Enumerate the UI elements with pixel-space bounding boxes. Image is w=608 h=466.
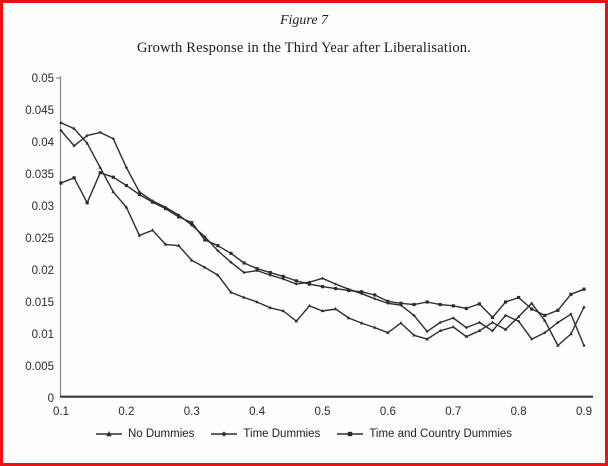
y-tick-label: 0.03: [32, 201, 54, 213]
x-tick-label: 0.2: [118, 406, 134, 418]
series-no-dummies: [59, 120, 586, 347]
x-tick-label: 0.6: [380, 406, 396, 418]
legend-item-no-dummies: No Dummies: [95, 428, 195, 440]
x-axis-tick-labels: 0.1 0.2 0.3 0.4 0.5 0.6 0.7 0.8 0.9: [53, 406, 592, 418]
y-tick-label: 0.04: [32, 137, 55, 149]
x-tick-label: 0.9: [576, 406, 592, 418]
legend-label: Time and Country Dummies: [369, 428, 513, 440]
legend-item-time-and-country-dummies: Time and Country Dummies: [337, 428, 512, 440]
chart-legend: No Dummies Time Dummies Time and Country D…: [3, 428, 605, 440]
x-tick-label: 0.5: [315, 406, 331, 418]
figure-title: Growth Response in the Third Year after …: [136, 40, 472, 56]
x-tick-label: 0.8: [511, 406, 527, 418]
series-time-dummies: [59, 128, 586, 348]
y-tick-label: 0.035: [25, 169, 54, 181]
y-tick-label: 0.01: [32, 329, 54, 341]
y-tick-label: 0.025: [25, 233, 54, 245]
y-tick-label: 0.05: [32, 73, 54, 85]
legend-label: No Dummies: [127, 428, 195, 440]
x-tick-label: 0.1: [53, 406, 69, 418]
y-tick-label: 0.015: [25, 297, 54, 309]
triangle-line-marker-icon: [95, 431, 122, 437]
legend-item-time-dummies: Time Dummies: [211, 428, 320, 440]
x-tick-label: 0.7: [445, 406, 461, 418]
x-tick-label: 0.3: [184, 406, 200, 418]
y-axis-tick-labels: 0 0.005 0.01 0.015 0.02 0.025 0.03 0.035 0.04 0.0…: [25, 73, 54, 405]
square-line-marker-icon: [337, 431, 364, 437]
legend-label: Time Dummies: [243, 428, 321, 440]
diamond-line-marker-icon: [211, 431, 238, 437]
y-tick-label: 0.005: [25, 361, 54, 373]
figure-number: Figure 7: [279, 13, 329, 28]
y-tick-label: 0: [48, 393, 54, 405]
y-tick-label: 0.02: [32, 265, 54, 277]
y-tick-label: 0.045: [25, 105, 54, 117]
x-tick-label: 0.4: [249, 406, 266, 418]
line-chart: 0 0.005 0.01 0.015 0.02 0.025 0.03 0.035 0.04 0.0…: [25, 73, 593, 418]
axes: [56, 76, 593, 398]
series-time-and-country-dummies: [59, 171, 586, 319]
